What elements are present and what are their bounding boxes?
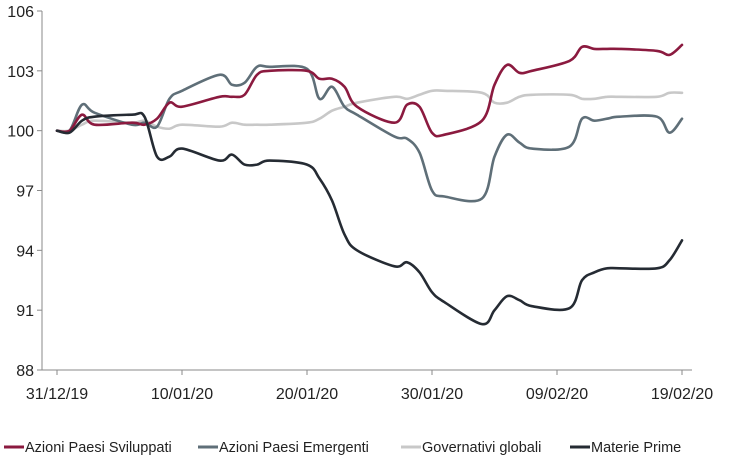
x-tick-label: 30/01/20 (401, 386, 463, 403)
series-line-materie-prime (55, 111, 684, 326)
x-tick-label: 09/02/20 (526, 386, 588, 403)
axes: 88 91 94 97 100 103 106 31/12/19 10/01/20 20/01/2… (7, 4, 713, 403)
y-tick-label: 94 (16, 243, 34, 260)
x-tick-label: 31/12/19 (26, 386, 88, 403)
series-lines (55, 43, 684, 326)
x-tick-label: 10/01/20 (151, 386, 213, 403)
series-line-azioni-paesi-sviluppati (55, 43, 684, 138)
y-tick-label: 88 (16, 363, 34, 380)
legend-label-azioni-paesi-emergenti: Azioni Paesi Emergenti (219, 440, 369, 456)
y-tick-label: 103 (7, 64, 34, 81)
legend-label-materie-prime: Materie Prime (591, 440, 681, 456)
x-tick-label: 20/01/20 (276, 386, 338, 403)
y-tick-label: 106 (7, 4, 34, 21)
series-line-azioni-paesi-emergenti (55, 64, 684, 203)
y-tick-label: 100 (7, 124, 34, 141)
legend-label-governativi-globali: Governativi globali (422, 440, 541, 456)
legend: Azioni Paesi Sviluppati Azioni Paesi Emer… (4, 440, 681, 456)
legend-label-azioni-paesi-sviluppati: Azioni Paesi Sviluppati (25, 440, 172, 456)
y-tick-label: 91 (16, 303, 34, 320)
x-tick-label: 19/02/20 (651, 386, 713, 403)
y-tick-label: 97 (16, 184, 34, 201)
